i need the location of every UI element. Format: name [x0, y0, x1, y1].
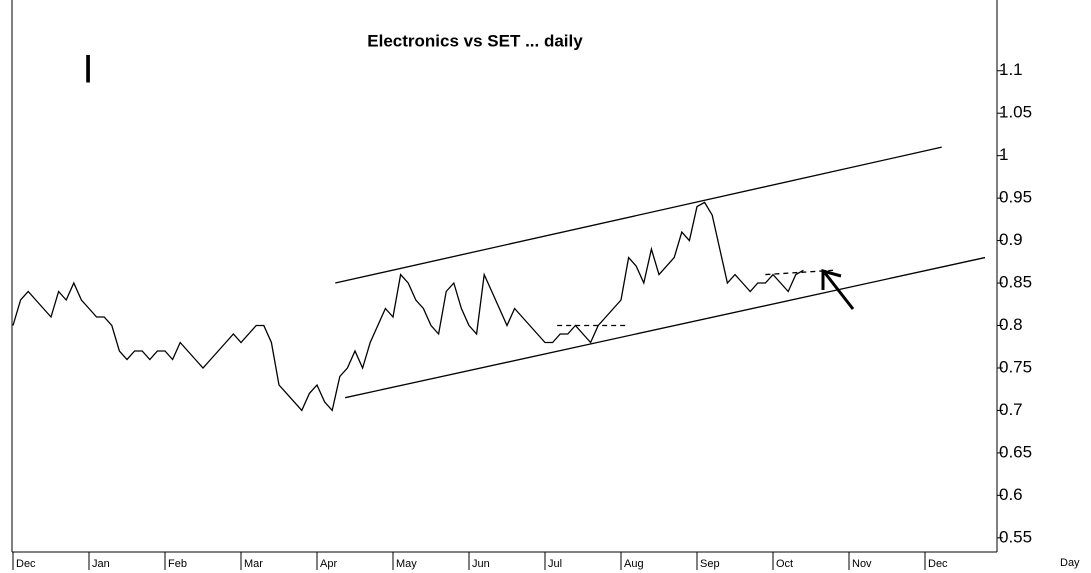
y-tick-label: 1.1 — [999, 60, 1023, 79]
x-tick-label: Nov — [852, 558, 872, 570]
trendline — [765, 269, 834, 276]
trendline — [335, 146, 942, 284]
y-tick-label: 0.55 — [999, 527, 1032, 546]
y-tick-label: 0.85 — [999, 273, 1032, 292]
x-tick-label: Aug — [624, 558, 644, 570]
y-tick-label: 1.05 — [999, 103, 1032, 122]
y-tick-label: 1 — [999, 145, 1008, 164]
x-tick-label: Sep — [700, 558, 720, 570]
series-line — [12, 201, 804, 412]
x-tick-label: Jan — [92, 558, 110, 570]
x-axis-label: Day — [1060, 557, 1080, 569]
y-tick-label: 0.6 — [999, 485, 1023, 504]
y-tick-label: 0.7 — [999, 400, 1023, 419]
y-tick-label: 0.8 — [999, 315, 1023, 334]
x-tick-label: May — [396, 558, 417, 570]
x-tick-label: Mar — [244, 558, 263, 570]
trendline — [344, 256, 986, 399]
y-tick-label: 0.95 — [999, 188, 1032, 207]
y-tick-label: 0.65 — [999, 442, 1032, 461]
chart-title: Electronics vs SET ... daily — [367, 31, 583, 50]
x-tick-label: Oct — [776, 558, 793, 570]
x-tick-label: Jun — [472, 558, 490, 570]
x-tick-label: Dec — [16, 558, 36, 570]
x-tick-label: Feb — [168, 558, 187, 570]
marker-text: I — [82, 48, 93, 92]
x-tick-label: Jul — [548, 558, 562, 570]
y-tick-label: 0.9 — [999, 230, 1023, 249]
x-tick-label: Dec — [928, 558, 948, 570]
x-tick-label: Apr — [320, 558, 337, 570]
y-tick-label: 0.75 — [999, 357, 1032, 376]
